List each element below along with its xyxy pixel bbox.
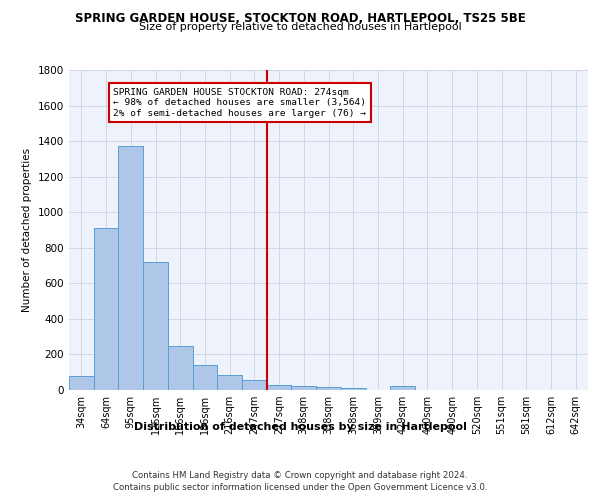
Bar: [242, 380, 267, 390]
Text: SPRING GARDEN HOUSE, STOCKTON ROAD, HARTLEPOOL, TS25 5BE: SPRING GARDEN HOUSE, STOCKTON ROAD, HART…: [74, 12, 526, 26]
Text: Size of property relative to detached houses in Hartlepool: Size of property relative to detached ho…: [139, 22, 461, 32]
Text: SPRING GARDEN HOUSE STOCKTON ROAD: 274sqm
← 98% of detached houses are smaller (: SPRING GARDEN HOUSE STOCKTON ROAD: 274sq…: [113, 88, 367, 118]
Bar: [168, 346, 193, 390]
Bar: [69, 376, 94, 390]
Text: Distribution of detached houses by size in Hartlepool: Distribution of detached houses by size …: [134, 422, 466, 432]
Bar: [193, 365, 217, 390]
Bar: [217, 375, 242, 390]
Bar: [341, 388, 365, 390]
Y-axis label: Number of detached properties: Number of detached properties: [22, 148, 32, 312]
Bar: [94, 228, 118, 390]
Bar: [292, 386, 316, 390]
Bar: [267, 384, 292, 390]
Bar: [316, 388, 341, 390]
Text: Contains HM Land Registry data © Crown copyright and database right 2024.: Contains HM Land Registry data © Crown c…: [132, 471, 468, 480]
Bar: [118, 146, 143, 390]
Bar: [143, 262, 168, 390]
Bar: [390, 386, 415, 390]
Text: Contains public sector information licensed under the Open Government Licence v3: Contains public sector information licen…: [113, 484, 487, 492]
